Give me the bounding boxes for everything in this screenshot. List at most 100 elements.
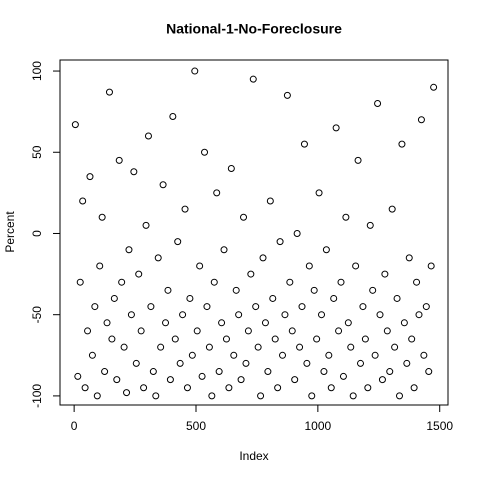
point: [354, 156, 362, 164]
point: [232, 286, 240, 294]
point: [218, 319, 226, 327]
point: [413, 278, 421, 286]
point: [279, 351, 287, 359]
point: [174, 238, 182, 246]
point: [369, 286, 377, 294]
point: [110, 294, 118, 302]
point: [186, 294, 194, 302]
point: [349, 392, 357, 400]
point: [79, 197, 87, 205]
point: [208, 392, 216, 400]
point: [296, 343, 304, 351]
point: [135, 270, 143, 278]
point: [152, 392, 160, 400]
point: [179, 311, 187, 319]
point: [123, 389, 131, 397]
point: [88, 351, 96, 359]
point: [393, 294, 401, 302]
point: [274, 384, 282, 392]
point: [98, 213, 106, 221]
y-tick-label: -100: [30, 384, 44, 408]
point: [303, 359, 311, 367]
point: [339, 372, 347, 380]
point: [408, 335, 416, 343]
point: [225, 384, 233, 392]
point: [105, 88, 113, 96]
point: [213, 189, 221, 197]
x-tick-label: 0: [71, 419, 78, 433]
point: [203, 303, 211, 311]
x-tick-label: 500: [186, 419, 206, 433]
point: [144, 132, 152, 140]
point: [244, 327, 252, 335]
point: [240, 213, 248, 221]
point: [366, 221, 374, 229]
point: [376, 311, 384, 319]
point: [125, 246, 133, 254]
point: [137, 327, 145, 335]
point: [164, 286, 172, 294]
point: [162, 319, 170, 327]
point: [403, 359, 411, 367]
point: [252, 303, 260, 311]
point: [191, 67, 199, 75]
point: [315, 189, 323, 197]
point: [205, 343, 213, 351]
point: [396, 392, 403, 400]
point: [271, 335, 279, 343]
point: [391, 343, 399, 351]
point: [140, 384, 148, 392]
point: [266, 197, 274, 205]
point: [120, 343, 128, 351]
point: [337, 278, 345, 286]
y-tick-label: -50: [30, 306, 44, 324]
point: [281, 311, 289, 319]
point: [235, 311, 243, 319]
point: [398, 140, 406, 148]
point: [93, 392, 101, 400]
point: [247, 270, 255, 278]
point: [400, 319, 408, 327]
point: [132, 359, 140, 367]
point: [201, 148, 209, 156]
point: [427, 262, 435, 270]
y-tick-label: 50: [30, 145, 44, 159]
plot-box: [59, 59, 449, 406]
point: [320, 368, 328, 376]
point: [383, 327, 391, 335]
point: [332, 124, 340, 132]
point: [147, 303, 155, 311]
point: [176, 359, 184, 367]
point: [344, 319, 352, 327]
point: [113, 376, 121, 384]
point: [330, 294, 338, 302]
point: [381, 270, 389, 278]
point: [300, 140, 308, 148]
point: [198, 372, 206, 380]
point: [261, 319, 269, 327]
point: [357, 359, 365, 367]
point: [254, 343, 262, 351]
point: [364, 384, 372, 392]
point: [196, 262, 204, 270]
point: [127, 311, 135, 319]
point: [101, 368, 109, 376]
point: [374, 100, 382, 108]
point: [291, 376, 299, 384]
point: [327, 384, 335, 392]
point: [222, 335, 230, 343]
point: [108, 335, 116, 343]
point: [347, 343, 355, 351]
x-tick-label: 1000: [305, 419, 332, 433]
point: [118, 278, 126, 286]
point: [142, 221, 150, 229]
point: [103, 319, 111, 327]
point: [259, 254, 267, 262]
point: [149, 368, 157, 376]
point: [264, 368, 272, 376]
point: [420, 351, 428, 359]
point: [96, 262, 104, 270]
point: [257, 392, 265, 400]
